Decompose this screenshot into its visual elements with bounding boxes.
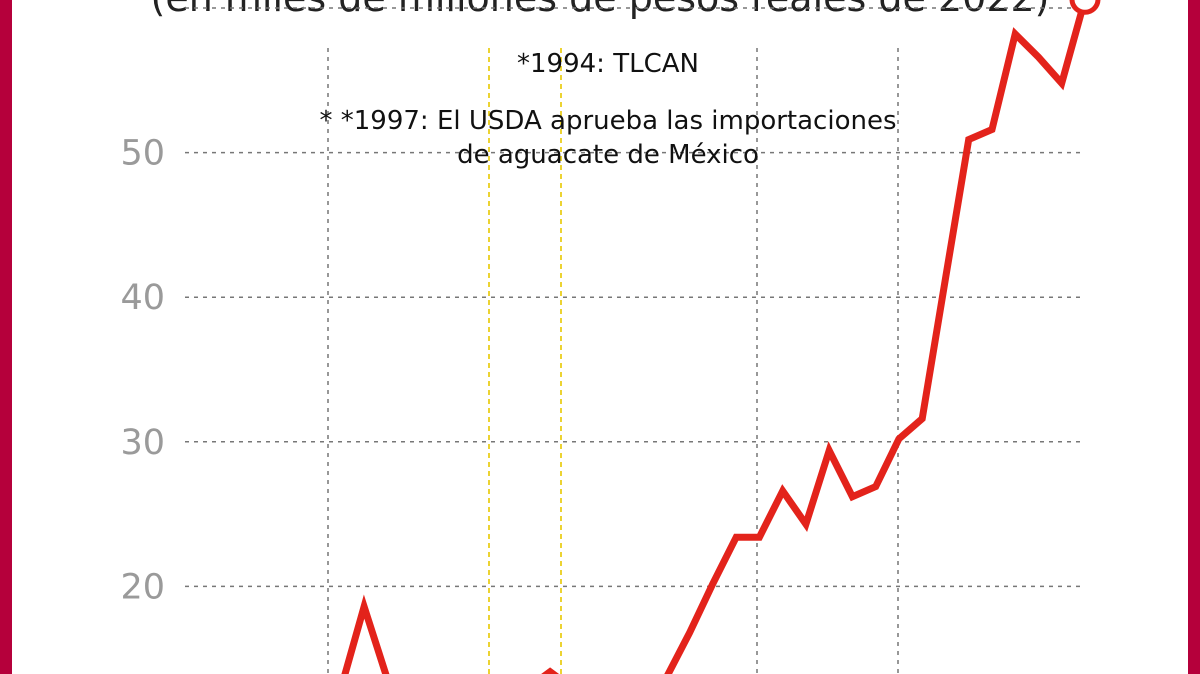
end-point-marker — [1069, 0, 1101, 15]
y-tick-label: 40 — [120, 278, 165, 318]
annotation-text: * *1997: El USDA aprueba las importacion… — [319, 106, 896, 136]
left-border — [0, 0, 12, 674]
y-tick-label: 50 — [120, 134, 165, 174]
y-tick-label: 30 — [120, 423, 165, 463]
annotation-text: *1994: TLCAN — [517, 49, 699, 79]
right-border — [1188, 0, 1200, 674]
y-tick-label: 20 — [120, 567, 165, 607]
chart-subtitle: (en miles de millones de pesos reales de… — [60, 0, 1140, 20]
series-line — [341, 0, 1089, 674]
annotation-text: de aguacate de México — [457, 140, 759, 170]
